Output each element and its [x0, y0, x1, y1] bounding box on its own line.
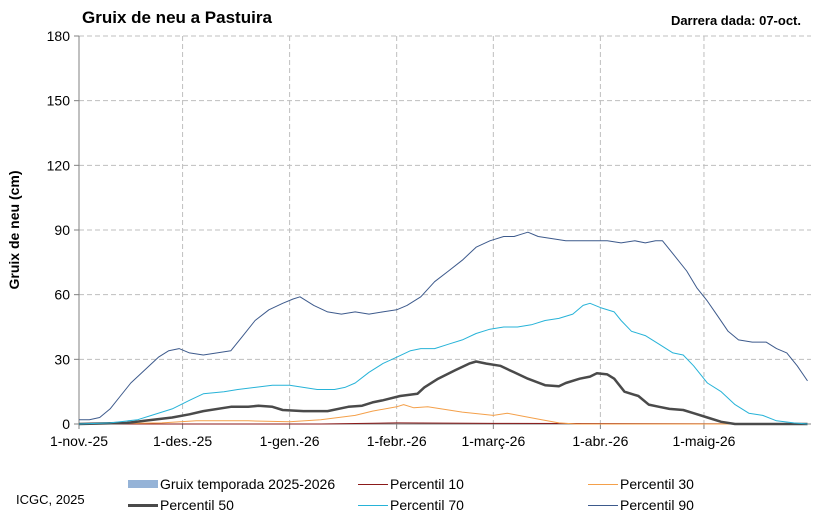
y-tick-label: 30 — [54, 351, 70, 367]
x-tick-label: 1-des.-25 — [153, 433, 212, 449]
series-lines — [78, 231, 808, 426]
y-tick-label: 60 — [54, 287, 70, 303]
x-tick-label: 1-març-26 — [461, 433, 525, 449]
x-tick-labels: 1-nov.-25 1-des.-25 1-gen.-26 1-febr.-26 1-m… — [50, 433, 736, 449]
y-tick-labels: 0 30 60 90 120 150 180 — [47, 28, 71, 432]
y-tick-label: 120 — [47, 157, 71, 173]
x-tick-label: 1-febr.-26 — [367, 433, 427, 449]
x-tick-label: 1-nov.-25 — [50, 433, 108, 449]
y-tick-label: 0 — [62, 416, 70, 432]
chart-title: Gruix de neu a Pastuira — [82, 8, 272, 27]
y-axis-label: Gruix de neu (cm) — [6, 170, 22, 289]
x-tick-label: 1-gen.-26 — [260, 433, 320, 449]
y-tick-label: 90 — [54, 222, 70, 238]
x-tick-label: 1-maig-26 — [672, 433, 735, 449]
credit-text: ICGC, 2025 — [16, 492, 85, 507]
y-tick-label: 150 — [47, 93, 71, 109]
series-line-percentil-30 — [78, 404, 808, 425]
last-data-date: Darrera dada: 07-oct. — [670, 13, 801, 28]
y-tick-label: 180 — [47, 28, 71, 44]
series-line-percentil-50 — [78, 360, 808, 426]
grid-lines — [79, 35, 811, 424]
series-line-percentil-70 — [78, 302, 808, 425]
x-tick-label: 1-abr.-26 — [572, 433, 628, 449]
series-line-percentil-90 — [79, 231, 808, 421]
axes — [74, 35, 811, 429]
